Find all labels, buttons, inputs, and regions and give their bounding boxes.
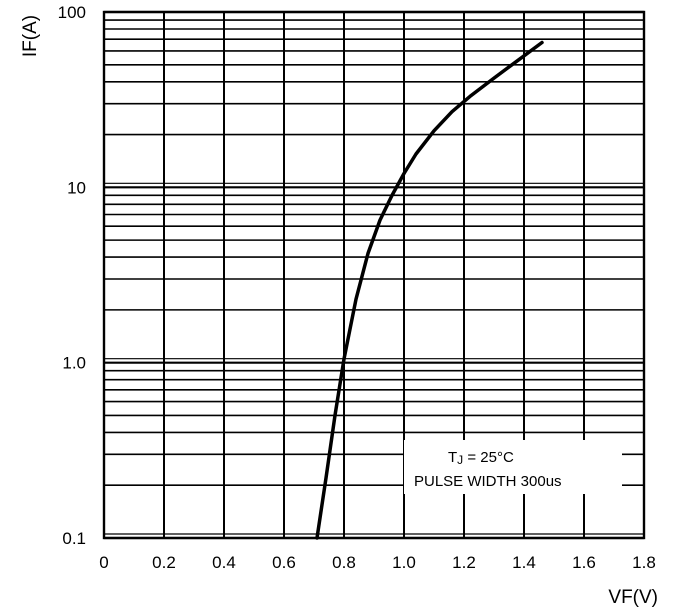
x-tick-label: 0.6 <box>272 553 296 572</box>
plot-border <box>102 10 646 540</box>
legend-temperature: = 25°C <box>463 449 514 466</box>
x-tick-label: 0.4 <box>212 553 236 572</box>
chart-legend: TJ = 25°C PULSE WIDTH 300us <box>404 440 622 494</box>
chart-curve <box>315 40 544 540</box>
y-tick-label: 100 <box>58 3 86 22</box>
x-tick-labels: 0 0.2 0.4 0.6 0.8 1.0 1.2 1.4 1.6 1.8 <box>99 553 656 572</box>
legend-line-1: TJ = 25°C <box>448 449 514 467</box>
legend-t: T <box>448 449 457 466</box>
legend-box <box>404 440 622 494</box>
x-tick-label: 1.6 <box>572 553 596 572</box>
y-tick-label: 10 <box>67 178 86 197</box>
x-tick-label: 1.2 <box>452 553 476 572</box>
x-tick-label: 0 <box>99 553 108 572</box>
x-tick-label: 1.0 <box>392 553 416 572</box>
x-tick-label: 0.2 <box>152 553 176 572</box>
y-tick-labels: 0.1 1.0 10 100 <box>58 3 86 548</box>
legend-line-2: PULSE WIDTH 300us <box>414 473 562 490</box>
y-axis-title: IF(A) <box>20 15 41 57</box>
y-tick-label: 1.0 <box>62 354 86 373</box>
vf-if-curve <box>315 40 544 540</box>
x-tick-label: 0.8 <box>332 553 356 572</box>
y-tick-label: 0.1 <box>62 529 86 548</box>
x-axis-title: VF(V) <box>608 587 658 608</box>
x-tick-label: 1.8 <box>632 553 656 572</box>
x-tick-label: 1.4 <box>512 553 536 572</box>
legend-j-subscript: J <box>457 453 463 467</box>
